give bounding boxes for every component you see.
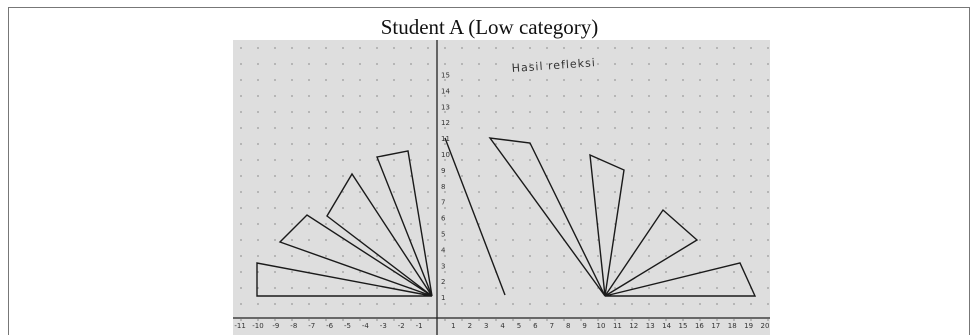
x-axis-number: 13 [646, 322, 655, 330]
y-axis-number: 8 [441, 183, 445, 191]
x-axis-number: 5 [517, 322, 521, 330]
x-axis-number: -11 [234, 322, 245, 330]
y-axis-number: 2 [441, 278, 445, 286]
x-axis-number: 15 [679, 322, 688, 330]
page: Student A (Low category) Hasil refleksi … [0, 0, 979, 335]
dot-grid [233, 40, 770, 335]
y-axis-number: 7 [441, 199, 445, 207]
x-axis-number: 1 [451, 322, 455, 330]
x-axis-number: 8 [566, 322, 570, 330]
y-axis-number: 14 [441, 87, 450, 95]
y-axis-number: 12 [441, 119, 450, 127]
x-axis-number: 16 [695, 322, 704, 330]
x-axis-number: 19 [744, 322, 753, 330]
x-axis-number: 7 [550, 322, 554, 330]
y-axis-number: 4 [441, 246, 446, 254]
x-axis-number: 3 [484, 322, 488, 330]
x-axis-number: 17 [711, 322, 720, 330]
y-axis-number: 10 [441, 151, 450, 159]
x-axis-number: -5 [344, 322, 351, 330]
x-axis-number: 6 [533, 322, 538, 330]
y-axis-number: 11 [441, 135, 450, 143]
x-axis-number: 2 [468, 322, 472, 330]
y-axis-number: 9 [441, 167, 445, 175]
x-axis-number: -4 [362, 322, 370, 330]
x-axis-number: -1 [416, 322, 423, 330]
x-axis-number: 10 [597, 322, 606, 330]
photo: Hasil refleksi -11-10-9-8-7-6-5-4-3-2-11… [0, 0, 979, 335]
y-axis-number: 6 [441, 215, 446, 223]
x-axis-number: 11 [613, 322, 622, 330]
y-axis-number: 15 [441, 72, 450, 80]
x-axis-number: -10 [252, 322, 263, 330]
y-axis-number: 13 [441, 103, 450, 111]
x-axis-number: 4 [500, 322, 505, 330]
y-axis-number: 5 [441, 231, 445, 239]
x-axis-number: 14 [662, 322, 671, 330]
x-axis-number: -9 [272, 322, 279, 330]
x-axis-number: 18 [728, 322, 737, 330]
y-axis-number: 1 [441, 294, 445, 302]
x-axis-number: -7 [308, 322, 315, 330]
x-axis-number: -2 [398, 322, 405, 330]
x-axis-number: -8 [290, 322, 297, 330]
y-axis-number: 3 [441, 262, 445, 270]
x-axis-number: 9 [582, 322, 586, 330]
x-axis-number: -6 [326, 322, 334, 330]
x-axis-number: 20 [761, 322, 770, 330]
x-axis-number: 12 [629, 322, 638, 330]
x-axis-number: -3 [380, 322, 387, 330]
